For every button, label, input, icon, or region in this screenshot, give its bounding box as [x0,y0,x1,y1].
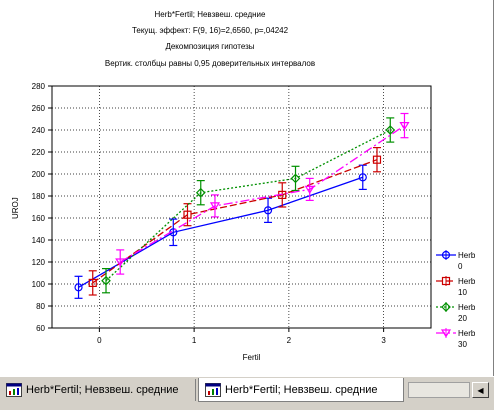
x-tick-label: 0 [97,336,102,345]
x-tick-label: 3 [381,336,386,345]
y-tick-label: 140 [32,236,46,245]
tab-graph-1[interactable]: Herb*Fertil; Невзвеш. средние [0,379,196,401]
y-tick-label: 60 [36,324,45,333]
legend-marker [441,302,451,312]
legend-label-value: 30 [458,340,467,349]
data-point [399,121,410,131]
data-point [304,185,315,195]
tab-label: Herb*Fertil; Невзвеш. средние [26,384,179,396]
y-tick-label: 100 [32,280,46,289]
tab-graph-2[interactable]: Herb*Fertil; Невзвеш. средние [198,378,404,402]
data-point [385,125,396,135]
data-point [290,173,301,184]
y-axis-label: UROJ [11,197,20,219]
data-point [358,173,367,182]
legend-item: Herb 0 [436,250,476,271]
legend-label: Herb [458,329,476,338]
legend-marker [440,329,452,338]
plot-frame [51,85,432,329]
legend-item: Herb 30 [436,328,476,349]
data-point [115,258,126,267]
chart-title-line: Herb*Fertil; Невзвеш. средние [155,10,266,19]
chevron-left-icon: ◀ [477,385,484,395]
tab-label: Herb*Fertil; Невзвеш. средние [225,383,378,396]
x-tick-label: 2 [287,336,292,345]
legend-marker [441,276,451,286]
chart-svg: Herb*Fertil; Невзвеш. средние Текущ. эффе… [11,10,476,362]
scroll-left-button[interactable]: ◀ [472,382,489,398]
chart-title-line: Декомпозиция гипотезы [165,42,254,51]
y-tick-label: 180 [32,192,46,201]
y-tick-label: 120 [32,258,46,267]
data-point [88,278,97,287]
legend-label: Herb [458,303,476,312]
y-tick-label: 260 [32,104,46,113]
data-point [74,283,83,292]
series-line [105,129,391,282]
series-herb-10 [88,147,382,296]
graph-icon [6,383,22,397]
y-tick-label: 220 [32,148,46,157]
legend-label: Herb [458,251,476,260]
data-point [372,155,382,164]
legend-label-value: 20 [458,314,467,323]
series-line [119,125,405,263]
series-herb-30 [115,112,410,275]
series-line [92,159,378,284]
data-point [209,202,221,211]
y-tick-label: 160 [32,214,46,223]
tab-scroll-track[interactable] [408,382,470,398]
legend: Herb 0 Herb 10 Herb 20 Herb 30 [436,250,476,349]
graph-icon [205,382,221,397]
x-tick-label: 1 [192,336,197,345]
y-tick-label: 280 [32,82,46,91]
chart-title-line: Вертик. столбцы равны 0,95 доверительных… [105,59,315,68]
legend-label-value: 10 [458,288,467,297]
y-tick-label: 80 [36,302,45,311]
legend-item: Herb 10 [436,276,476,297]
data-point [101,275,111,286]
legend-label-value: 0 [458,262,463,271]
data-point [195,187,206,198]
legend-label: Herb [458,277,476,286]
series-herb-20 [101,117,396,294]
legend-marker [441,250,451,260]
y-tick-label: 200 [32,170,46,179]
tab-bar: Herb*Fertil; Невзвеш. средние Herb*Ferti… [0,376,494,410]
x-axis-label: Fertil [243,353,261,362]
graph-panel: Herb*Fertil; Невзвеш. средние Текущ. эффе… [0,0,494,376]
chart-title-line: Текущ. эффект: F(9, 16)=2,6560, p=,04242 [132,26,289,35]
legend-item: Herb 20 [436,302,476,323]
data-point [263,206,273,215]
data-point [183,210,192,219]
y-tick-label: 240 [32,126,46,135]
